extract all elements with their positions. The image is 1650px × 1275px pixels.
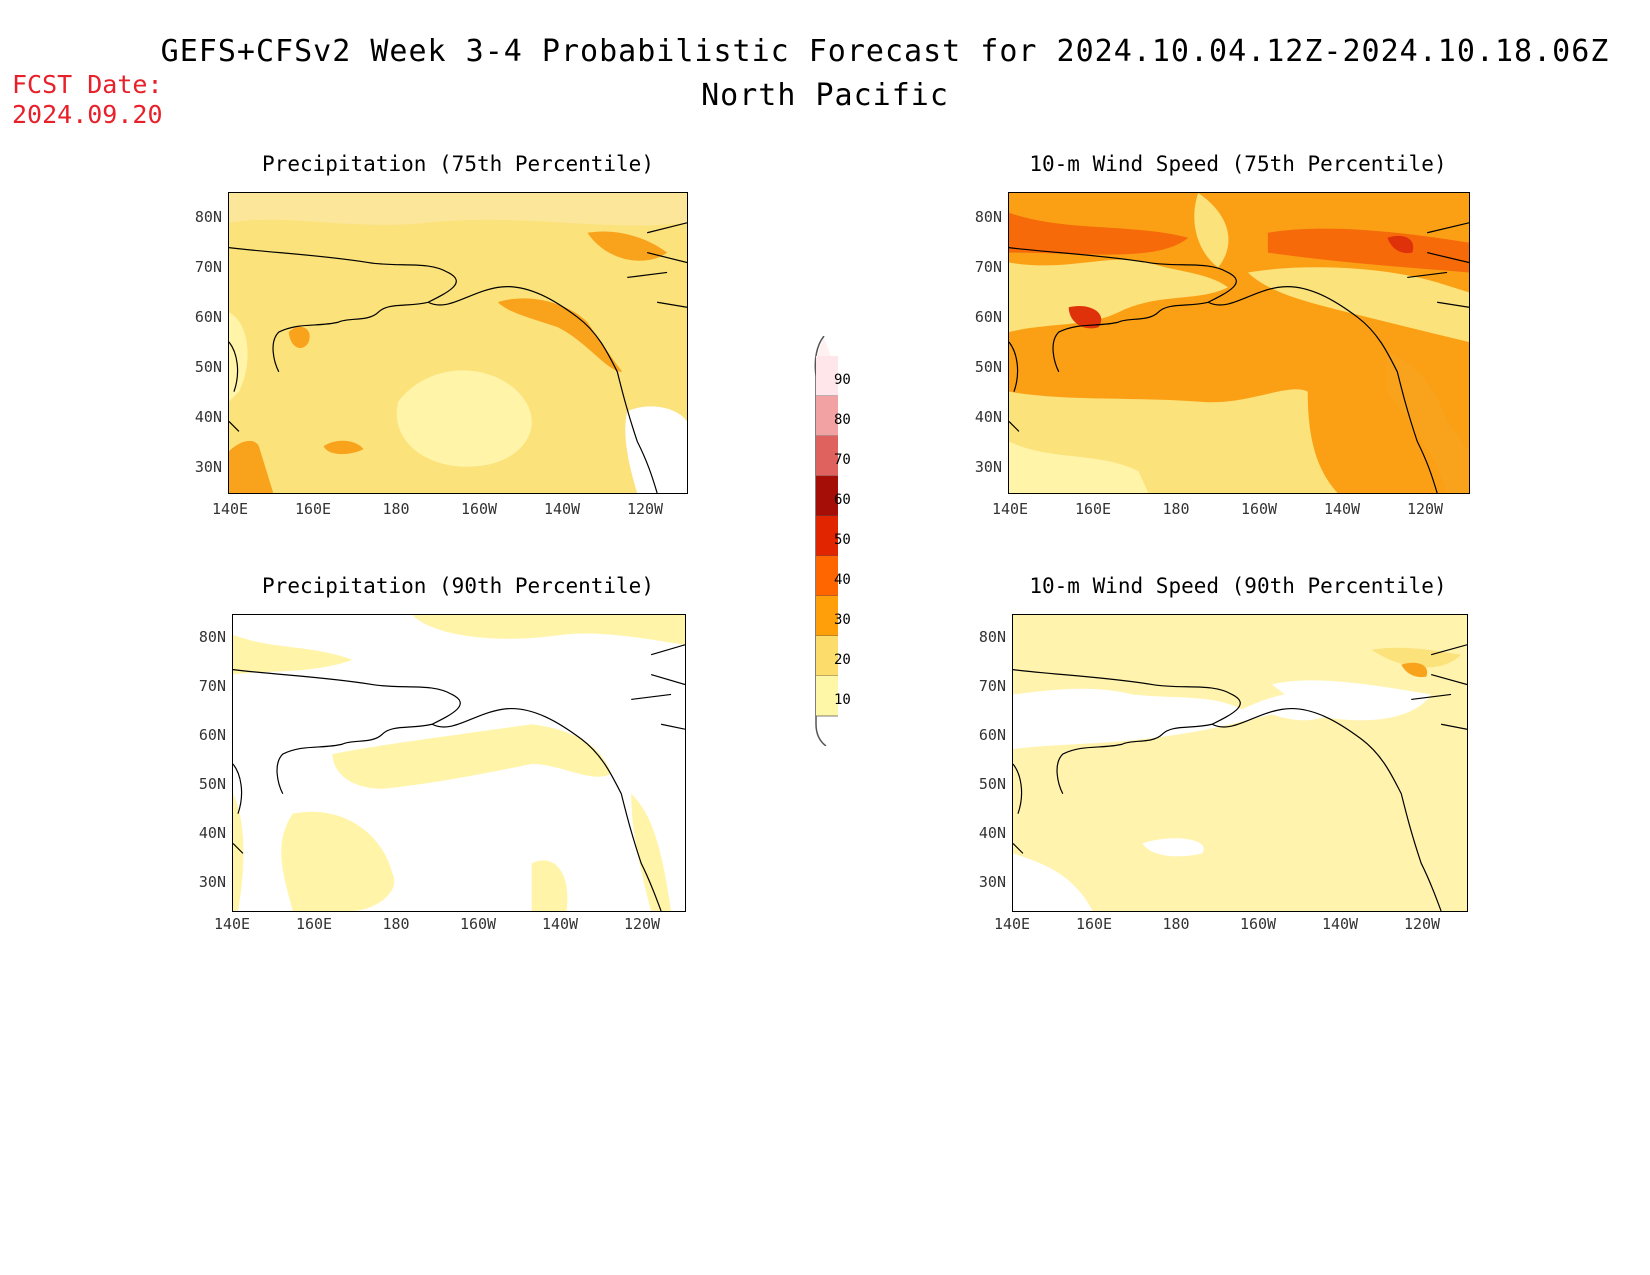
- p3-lat-70: 70N: [198, 677, 226, 695]
- p1-lon-160w: 160W: [460, 500, 498, 518]
- colorbar-swatch-50: [816, 516, 838, 556]
- cb-label-30: 30: [834, 612, 851, 628]
- p4-lat-40: 40N: [978, 824, 1006, 842]
- colorbar: [814, 336, 838, 746]
- wind75-contours: [1009, 193, 1469, 493]
- p4-lat-70: 70N: [978, 677, 1006, 695]
- p2-lat-40: 40N: [974, 408, 1002, 426]
- p3-lat-40: 40N: [198, 824, 226, 842]
- precip90-contours: [233, 615, 685, 911]
- colorbar-swatch-80: [816, 396, 838, 436]
- p1-lon-120w: 120W: [626, 500, 664, 518]
- p3-lon-160w: 160W: [459, 915, 497, 933]
- map-wind90: [1012, 614, 1468, 912]
- p2-lat-50: 50N: [974, 358, 1002, 376]
- p1-lon-160e: 160E: [294, 500, 332, 518]
- colorbar-swatch-20: [816, 636, 838, 676]
- p2-lon-140e: 140E: [991, 500, 1029, 518]
- p2-lat-70: 70N: [974, 258, 1002, 276]
- p4-lon-160e: 160E: [1075, 915, 1113, 933]
- cb-label-20: 20: [834, 652, 851, 668]
- p4-lat-80: 80N: [978, 628, 1006, 646]
- main-title: GEFS+CFSv2 Week 3-4 Probabilistic Foreca…: [160, 34, 1610, 69]
- p3-lon-180: 180: [382, 915, 410, 933]
- p2-lon-160e: 160E: [1074, 500, 1112, 518]
- fcst-date-value: 2024.09.20: [12, 100, 163, 129]
- p4-lon-120w: 120W: [1403, 915, 1441, 933]
- p4-lon-140e: 140E: [993, 915, 1031, 933]
- p2-lat-60: 60N: [974, 308, 1002, 326]
- p2-lon-120w: 120W: [1406, 500, 1444, 518]
- p2-lat-80: 80N: [974, 208, 1002, 226]
- p3-lon-140w: 140W: [541, 915, 579, 933]
- colorbar-swatch-10: [816, 676, 838, 716]
- p3-lon-140e: 140E: [213, 915, 251, 933]
- p1-lat-60: 60N: [194, 308, 222, 326]
- panel-title-precip90: Precipitation (90th Percentile): [262, 574, 654, 598]
- p3-lat-30: 30N: [198, 873, 226, 891]
- p4-lat-30: 30N: [978, 873, 1006, 891]
- p1-lat-40: 40N: [194, 408, 222, 426]
- p1-lat-30: 30N: [194, 458, 222, 476]
- colorbar-swatch-60: [816, 476, 838, 516]
- p3-lat-60: 60N: [198, 726, 226, 744]
- colorbar-swatch-90: [816, 356, 838, 396]
- p1-lon-140w: 140W: [543, 500, 581, 518]
- cb-label-80: 80: [834, 412, 851, 428]
- precip75-contours: [229, 193, 687, 493]
- colorbar-swatch-30: [816, 596, 838, 636]
- colorbar-swatches: [816, 338, 838, 717]
- p4-lat-50: 50N: [978, 775, 1006, 793]
- cb-label-70: 70: [834, 452, 851, 468]
- region-subtitle: North Pacific: [701, 78, 949, 113]
- panel-title-wind75: 10-m Wind Speed (75th Percentile): [1029, 152, 1447, 176]
- colorbar-swatch-70: [816, 436, 838, 476]
- p4-lon-160w: 160W: [1239, 915, 1277, 933]
- cb-label-60: 60: [834, 492, 851, 508]
- p4-lon-140w: 140W: [1321, 915, 1359, 933]
- colorbar-swatch-40: [816, 556, 838, 596]
- p2-lon-180: 180: [1162, 500, 1190, 518]
- cb-label-40: 40: [834, 572, 851, 588]
- p1-lat-70: 70N: [194, 258, 222, 276]
- panel-title-precip75: Precipitation (75th Percentile): [262, 152, 654, 176]
- fcst-date-label: FCST Date:: [12, 70, 163, 99]
- p2-lat-30: 30N: [974, 458, 1002, 476]
- p4-lat-60: 60N: [978, 726, 1006, 744]
- p3-lat-50: 50N: [198, 775, 226, 793]
- p4-lon-180: 180: [1162, 915, 1190, 933]
- cb-label-90: 90: [834, 372, 851, 388]
- cb-label-10: 10: [834, 692, 851, 708]
- p3-lat-80: 80N: [198, 628, 226, 646]
- cb-label-50: 50: [834, 532, 851, 548]
- p1-lat-50: 50N: [194, 358, 222, 376]
- p2-lon-140w: 140W: [1323, 500, 1361, 518]
- map-precip90: [232, 614, 686, 912]
- map-wind75: [1008, 192, 1470, 494]
- wind90-contours: [1013, 644, 1467, 911]
- map-precip75: [228, 192, 688, 494]
- p1-lon-180: 180: [382, 500, 410, 518]
- p1-lon-140e: 140E: [211, 500, 249, 518]
- p2-lon-160w: 160W: [1240, 500, 1278, 518]
- p3-lon-120w: 120W: [623, 915, 661, 933]
- p1-lat-80: 80N: [194, 208, 222, 226]
- panel-title-wind90: 10-m Wind Speed (90th Percentile): [1029, 574, 1447, 598]
- p3-lon-160e: 160E: [295, 915, 333, 933]
